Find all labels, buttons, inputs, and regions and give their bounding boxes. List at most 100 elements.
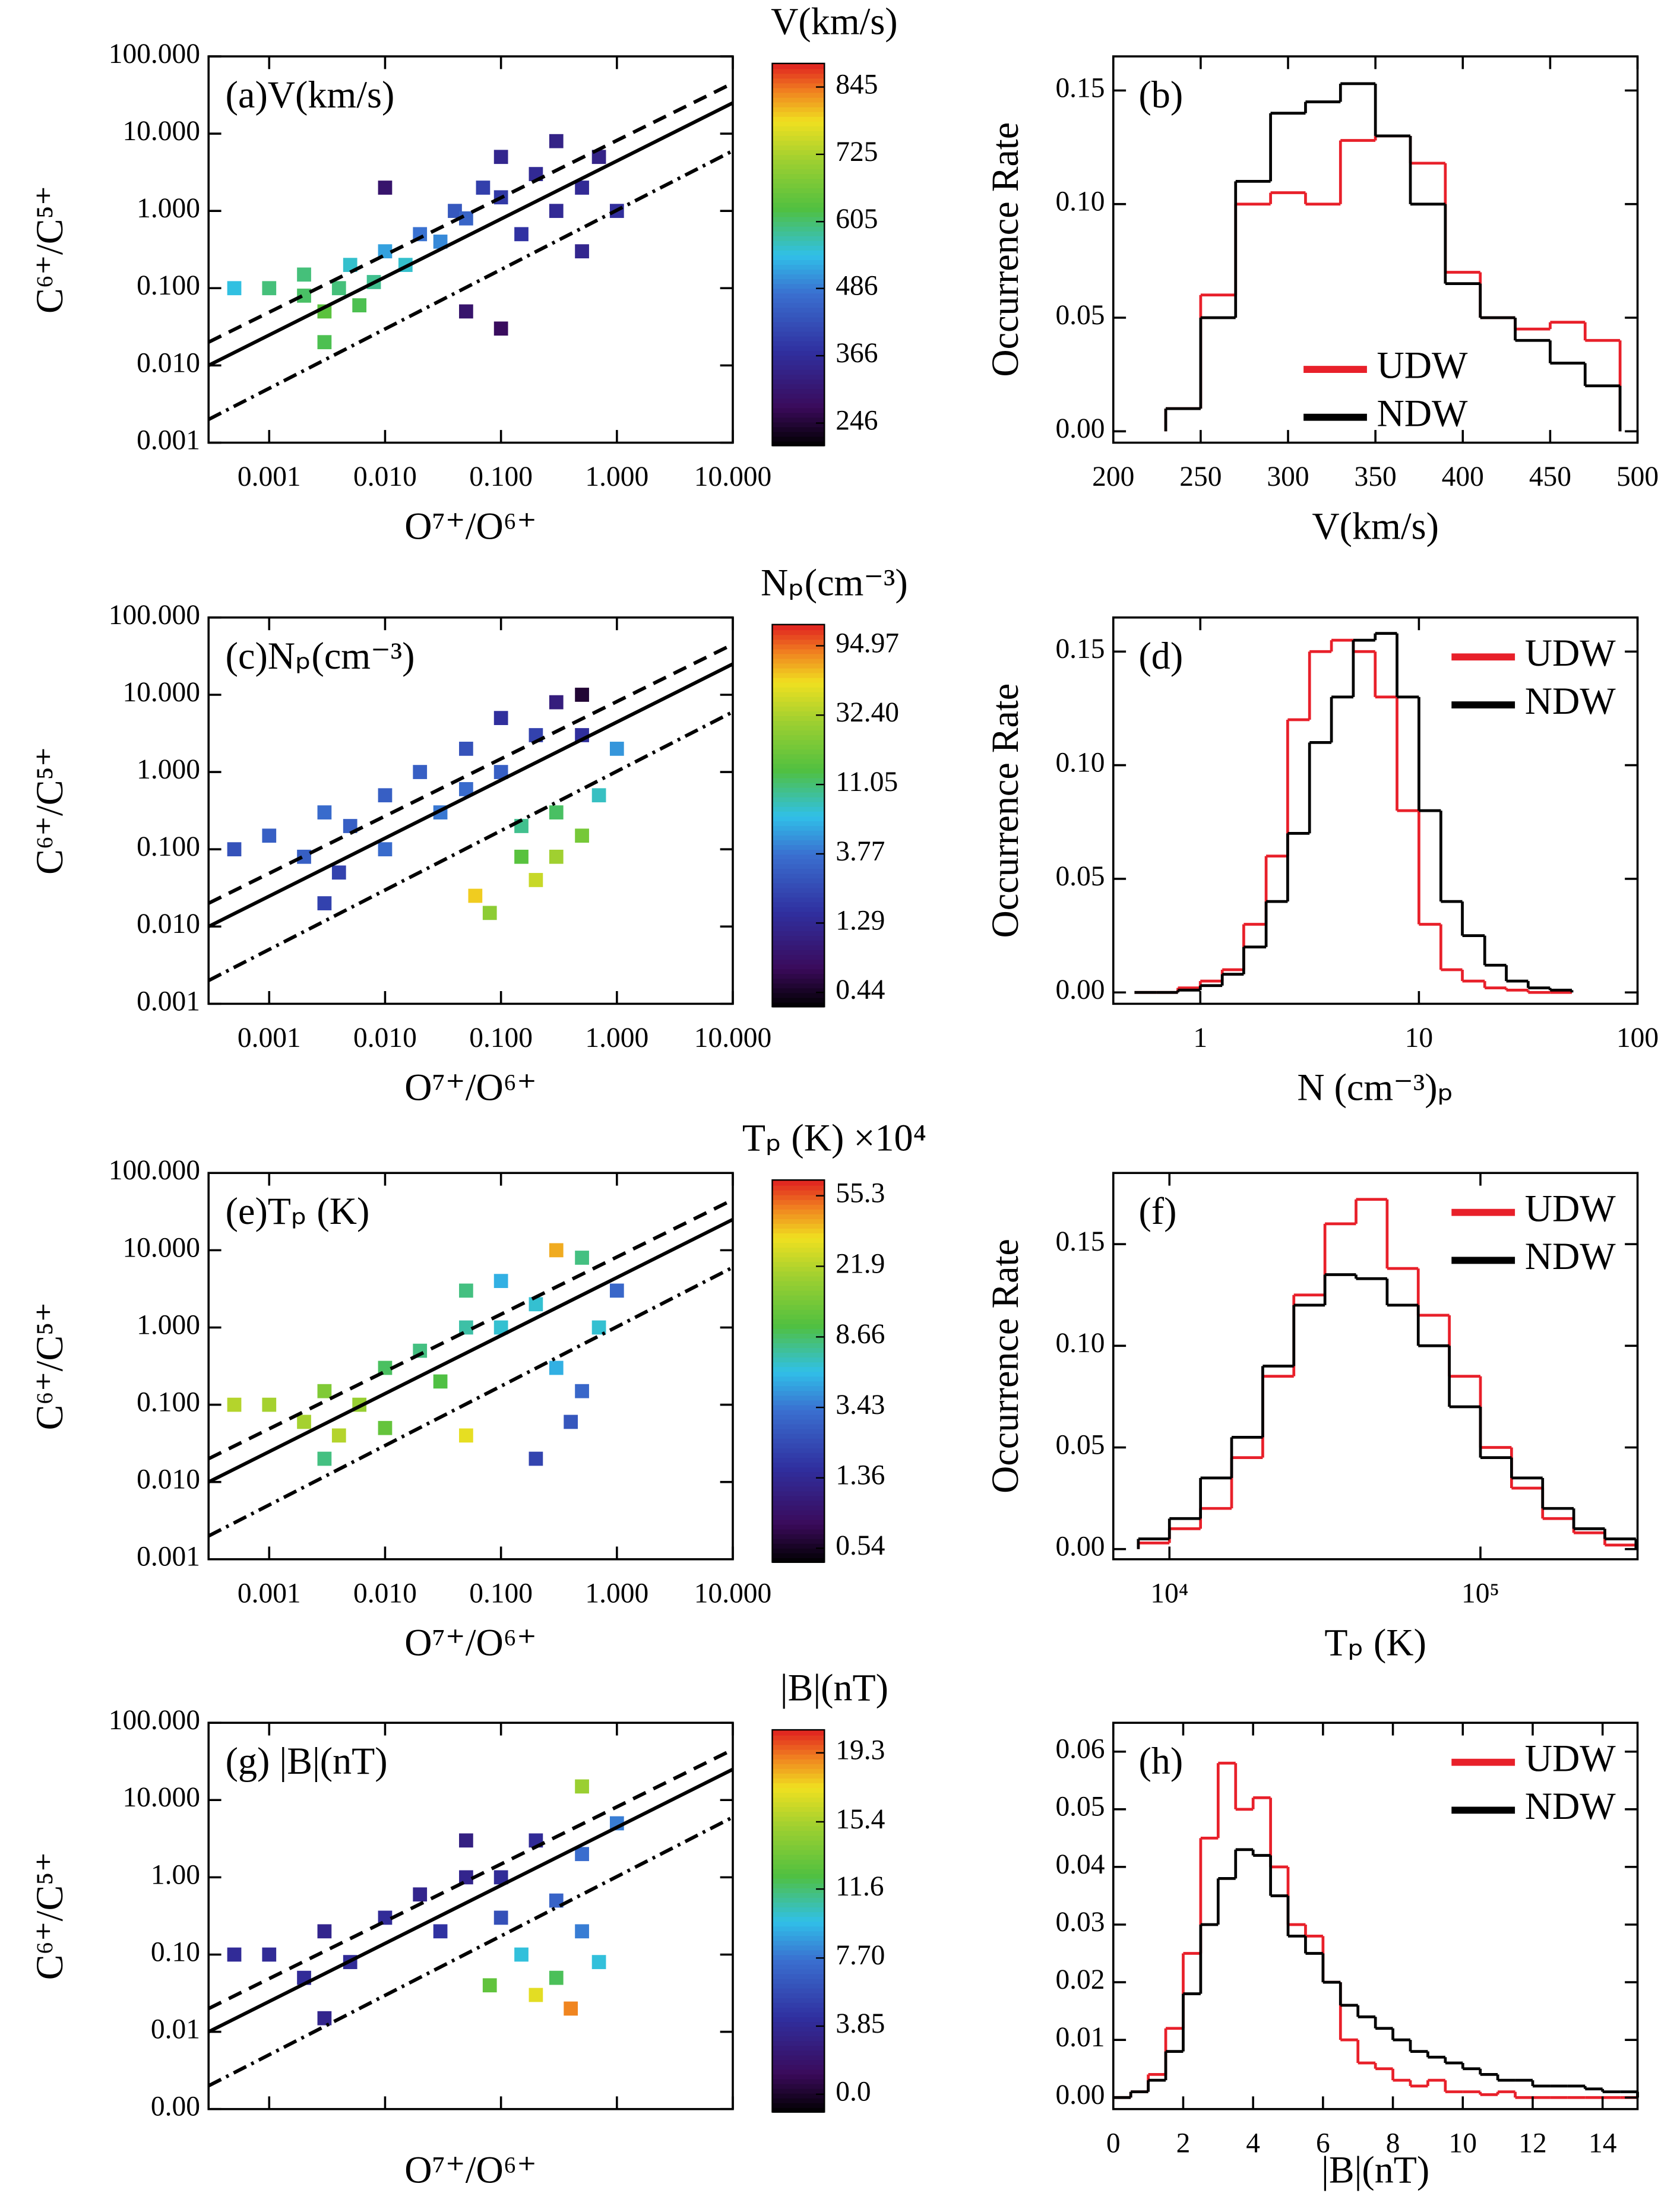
colorbar-segment (772, 624, 825, 631)
heatmap-cell (227, 281, 242, 296)
colorbar-segment (772, 292, 825, 299)
heatmap-cell (433, 235, 448, 249)
y-tick-label: 0.100 (137, 1387, 200, 1417)
colorbar-segment (772, 916, 825, 922)
colorbar-segment (772, 240, 825, 246)
colorbar-segment (772, 1533, 825, 1539)
colorbar-segment (772, 2007, 825, 2012)
heatmap-cell (317, 805, 332, 819)
colorbar-segment (772, 1973, 825, 1979)
colorbar-segment (772, 149, 825, 156)
heatmap-cell (352, 298, 367, 313)
y-tick-label: 100.000 (109, 600, 200, 631)
colorbar-segment (772, 1457, 825, 1463)
colorbar-segment (772, 1461, 825, 1468)
colorbar-segment (772, 1328, 825, 1334)
colorbar-segment (772, 782, 825, 788)
colorbar-segment (772, 1505, 825, 1511)
heatmap-cell (609, 742, 624, 756)
colorbar-segment (772, 378, 825, 385)
colorbar-segment (772, 416, 825, 423)
colorbar-segment (772, 1400, 825, 1406)
colorbar-segment (772, 359, 825, 365)
fit-line (208, 101, 733, 368)
colorbar-segment (772, 1844, 825, 1850)
colorbar-segment (772, 259, 825, 265)
colorbar-segment (772, 1811, 825, 1817)
colorbar-segment (772, 677, 825, 683)
colorbar-segment (772, 739, 825, 745)
colorbar-segment (772, 977, 825, 984)
colorbar-segment (772, 1380, 825, 1387)
colorbar-segment (772, 1275, 825, 1281)
colorbar-segment (772, 1270, 825, 1277)
fit-line (208, 149, 733, 421)
colorbar-segment (772, 1423, 825, 1429)
colorbar-segment (772, 2049, 825, 2056)
colorbar-segment (772, 1758, 825, 1764)
colorbar-segment (772, 1194, 825, 1200)
colorbar-segment (772, 1925, 825, 1932)
x-tick-label: 0 (1106, 2128, 1121, 2159)
panel-label: (a)V(km/s) (226, 74, 395, 116)
colorbar-frame (771, 1729, 825, 2113)
colorbar-segment (772, 1878, 825, 1884)
colorbar-segment (772, 701, 825, 707)
colorbar-segment (772, 815, 825, 821)
colorbar-segment (772, 1854, 825, 1860)
heatmap-cell (459, 742, 473, 756)
y-tick-label: 0.00 (1055, 413, 1105, 444)
heatmap-cell (317, 1384, 332, 1398)
y-tick-label: 0.05 (1055, 1429, 1105, 1460)
colorbar-segment (772, 792, 825, 798)
x-tick-label: 6 (1316, 2128, 1330, 2159)
colorbar-segment (772, 336, 825, 341)
colorbar-tick-label: 55.3 (836, 1178, 885, 1209)
y-tick-label: 10.000 (122, 116, 200, 147)
heatmap-cell (476, 181, 491, 195)
colorbar-segment (772, 963, 825, 970)
x-tick-label: 500 (1616, 461, 1659, 492)
y-tick-label: 100.000 (109, 1155, 200, 1186)
colorbar-segment (772, 1820, 825, 1827)
heatmap-cell (575, 1924, 589, 1939)
heatmap-cell (317, 896, 332, 910)
fit-line (208, 1748, 733, 2011)
colorbar-segment (772, 87, 825, 93)
colorbar-segment (772, 1911, 825, 1917)
colorbar-segment (772, 949, 825, 955)
colorbar-segment (772, 2026, 825, 2032)
colorbar-segment (772, 1419, 825, 1425)
colorbar-tick-label: 0.0 (836, 2077, 871, 2107)
fit-line (208, 1767, 733, 2034)
colorbar-segment (772, 1892, 825, 1898)
x-tick-label: 1.000 (585, 1023, 648, 1053)
fit-line (208, 662, 733, 928)
colorbar-segment (772, 441, 825, 447)
heatmap-cell (549, 849, 564, 864)
colorbar-segment (772, 369, 825, 375)
x-tick-label: 1.000 (585, 1578, 648, 1609)
colorbar-tick-label: 246 (836, 405, 878, 436)
colorbar-segment (772, 197, 825, 203)
y-tick-label: 0.10 (1055, 186, 1105, 217)
colorbar-segment (772, 811, 825, 817)
y-tick-label: 1.000 (137, 1309, 200, 1340)
colorbar-segment (772, 1428, 825, 1434)
colorbar-segment (772, 436, 825, 442)
colorbar-segment (772, 1185, 825, 1191)
colorbar-segment (772, 1514, 825, 1520)
colorbar-segment (772, 768, 825, 774)
colorbar-segment (772, 853, 825, 860)
heatmap-cell (459, 1428, 473, 1443)
colorbar-segment (772, 1002, 825, 1008)
heatmap-cell (459, 1320, 473, 1335)
colorbar-segment (772, 1777, 825, 1783)
x-axis-label: V(km/s) (1312, 505, 1439, 547)
heatmap-cell (331, 1428, 346, 1443)
legend-label: NDW (1525, 680, 1616, 722)
colorbar-segment (772, 1978, 825, 1984)
colorbar-segment (772, 720, 825, 726)
colorbar-segment (772, 278, 825, 284)
colorbar-segment (772, 1983, 825, 1989)
